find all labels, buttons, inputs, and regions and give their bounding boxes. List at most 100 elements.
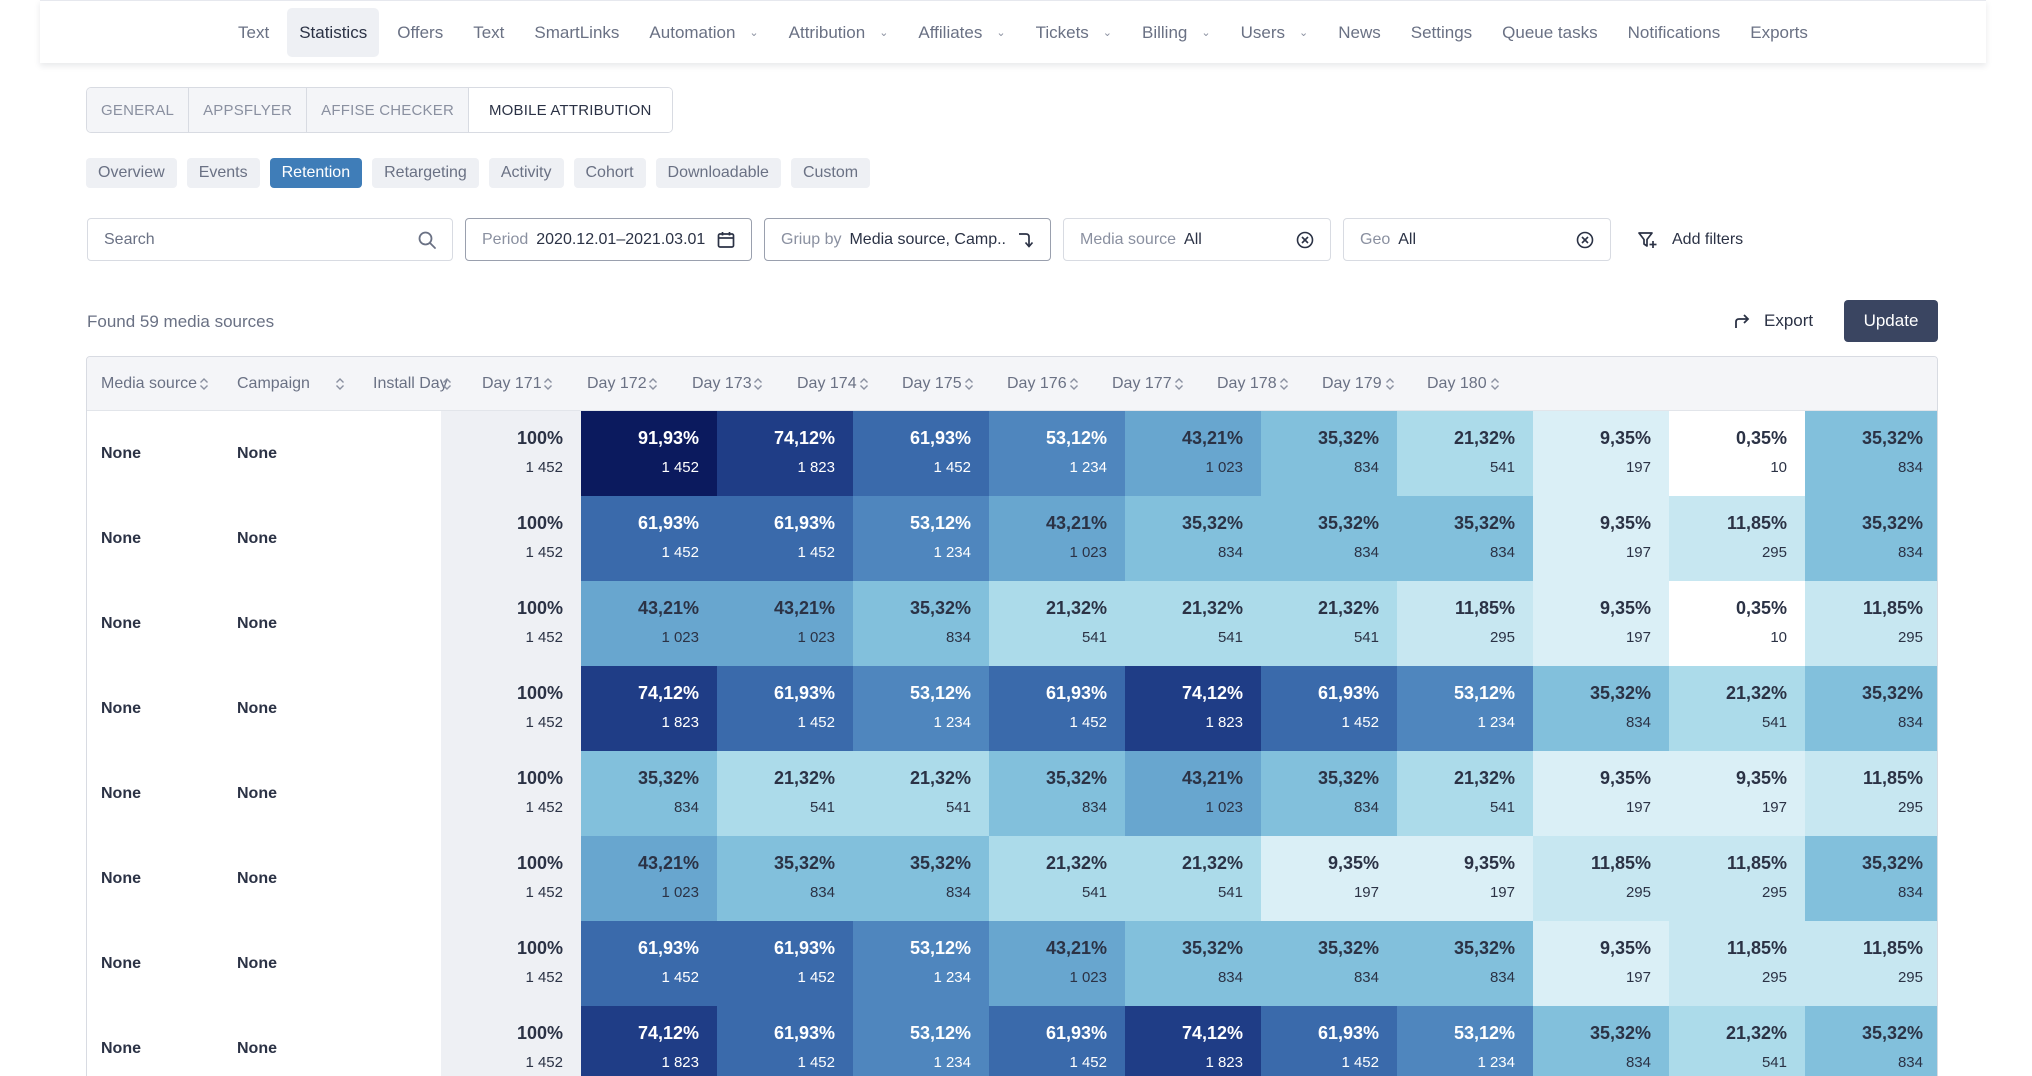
- sort-icon[interactable]: [1174, 377, 1184, 391]
- sort-icon[interactable]: [648, 377, 658, 391]
- update-button[interactable]: Update: [1844, 300, 1938, 342]
- media-source-cell: None: [101, 699, 141, 717]
- media-source-filter[interactable]: Media source All: [1063, 218, 1331, 261]
- clear-icon[interactable]: [1574, 229, 1596, 251]
- report-tab[interactable]: Cohort: [573, 158, 646, 188]
- nav-item[interactable]: Tickets ⌄: [1024, 8, 1124, 57]
- nav-item[interactable]: Notifications: [1616, 8, 1733, 57]
- column-header[interactable]: Day 173: [692, 375, 752, 392]
- section-tab[interactable]: MOBILE ATTRIBUTION: [468, 88, 672, 132]
- retention-percent: 61,93%: [909, 428, 971, 448]
- nav-item[interactable]: News: [1326, 8, 1393, 57]
- search-icon: [418, 231, 436, 249]
- retention-cell: 9,35% 197: [1669, 751, 1805, 836]
- report-tab[interactable]: Retargeting: [372, 158, 479, 188]
- retention-count: 834: [1217, 544, 1243, 561]
- nav-item[interactable]: Statistics: [287, 8, 380, 57]
- column-header[interactable]: Media source: [101, 375, 198, 392]
- column-header[interactable]: Install Day: [373, 375, 448, 392]
- retention-cell: 53,12% 1 234: [1397, 666, 1533, 751]
- column-header[interactable]: Day 174: [797, 375, 857, 392]
- retention-cell: 9,35% 197: [1533, 751, 1669, 836]
- search-input[interactable]: Search: [87, 218, 453, 261]
- nav-item[interactable]: Users ⌄: [1229, 8, 1321, 57]
- sort-icon[interactable]: [1490, 377, 1500, 391]
- sort-icon[interactable]: [543, 377, 553, 391]
- clear-icon[interactable]: [1294, 229, 1316, 251]
- column-header[interactable]: Day 175: [902, 375, 962, 392]
- table-row[interactable]: None None 100% 1 452 74,12% 1 823 61,93% 1 452 5…: [87, 1006, 1937, 1076]
- sort-icon[interactable]: [442, 377, 452, 391]
- retention-cell: 35,32% 834: [1261, 921, 1397, 1006]
- nav-item[interactable]: Text: [461, 8, 516, 57]
- sort-icon[interactable]: [859, 377, 869, 391]
- retention-cell: 43,21% 1 023: [1125, 751, 1261, 836]
- sort-icon[interactable]: [1385, 377, 1395, 391]
- add-filters-button[interactable]: Add filters: [1636, 218, 1743, 261]
- section-tab[interactable]: AFFISE CHECKER: [307, 88, 469, 132]
- period-picker[interactable]: Period 2020.12.01–2021.03.01: [465, 218, 752, 261]
- table-row[interactable]: None None 100% 1 452 61,93% 1 452 61,93% 1 452 5…: [87, 921, 1937, 1006]
- report-tab[interactable]: Retention: [269, 158, 363, 188]
- nav-item[interactable]: Settings: [1399, 8, 1484, 57]
- retention-cell: 9,35% 197: [1261, 836, 1397, 921]
- retention-count: 1 023: [1069, 969, 1107, 986]
- table-row[interactable]: None None 100% 1 452 61,93% 1 452 61,93% 1 452 5…: [87, 496, 1937, 581]
- table-row[interactable]: None None 100% 1 452 91,93% 1 452 74,12% 1 823 6…: [87, 411, 1937, 496]
- sort-icon[interactable]: [964, 377, 974, 391]
- geo-label: Geo: [1360, 230, 1391, 248]
- table-row[interactable]: None None 100% 1 452 74,12% 1 823 61,93% 1 452 5…: [87, 666, 1937, 751]
- period-label: Period: [482, 230, 529, 248]
- report-tab[interactable]: Activity: [488, 158, 564, 188]
- export-button[interactable]: Export: [1732, 300, 1813, 342]
- sort-icon[interactable]: [753, 377, 763, 391]
- column-header[interactable]: Day 172: [587, 375, 647, 392]
- column-header[interactable]: Campaign: [237, 375, 310, 392]
- report-tab[interactable]: Downloadable: [655, 158, 781, 188]
- report-tab[interactable]: Custom: [790, 158, 871, 188]
- nav-item[interactable]: Text: [226, 8, 281, 57]
- sort-icon[interactable]: [199, 377, 209, 391]
- column-header[interactable]: Day 176: [1007, 375, 1067, 392]
- retention-percent: 21,32%: [773, 768, 835, 788]
- retention-cell: 11,85% 295: [1805, 751, 1937, 836]
- report-tab[interactable]: Events: [186, 158, 260, 188]
- geo-filter[interactable]: Geo All: [1343, 218, 1611, 261]
- nav-item[interactable]: SmartLinks: [522, 8, 631, 57]
- nav-item[interactable]: Billing ⌄: [1130, 8, 1223, 57]
- column-header[interactable]: Day 177: [1112, 375, 1172, 392]
- table-row[interactable]: None None 100% 1 452 35,32% 834 21,32% 541 21,32…: [87, 751, 1937, 836]
- retention-percent: 43,21%: [637, 853, 699, 873]
- retention-count: 10: [1770, 629, 1787, 646]
- sort-icon[interactable]: [1069, 377, 1079, 391]
- retention-count: 541: [809, 799, 835, 816]
- table-row[interactable]: None None 100% 1 452 43,21% 1 023 35,32% 834 35,…: [87, 836, 1937, 921]
- retention-percent: 35,32%: [909, 598, 971, 618]
- section-tab[interactable]: APPSFLYER: [189, 88, 308, 132]
- section-tab[interactable]: GENERAL: [87, 88, 190, 132]
- retention-percent: 11,85%: [1590, 853, 1651, 873]
- report-tab[interactable]: Overview: [86, 158, 177, 188]
- retention-percent: 61,93%: [1045, 1023, 1107, 1043]
- column-header[interactable]: Day 178: [1217, 375, 1277, 392]
- nav-item[interactable]: Offers: [385, 8, 455, 57]
- retention-percent: 35,32%: [1861, 853, 1923, 873]
- nav-item[interactable]: Automation ⌄: [637, 8, 770, 57]
- column-header[interactable]: Day 180: [1427, 375, 1487, 392]
- retention-cell: 43,21% 1 023: [717, 581, 853, 666]
- nav-item[interactable]: Queue tasks: [1490, 8, 1609, 57]
- retention-count: 541: [1761, 1054, 1787, 1071]
- group-by-select[interactable]: Griup by Media source, Camp..: [764, 218, 1051, 261]
- retention-count: 295: [1489, 629, 1515, 646]
- nav-item-label: Attribution: [788, 22, 866, 42]
- column-header[interactable]: Day 171: [482, 375, 542, 392]
- add-filters-label: Add filters: [1672, 230, 1744, 248]
- table-row[interactable]: None None 100% 1 452 43,21% 1 023 43,21% 1 023 3…: [87, 581, 1937, 666]
- column-header[interactable]: Day 179: [1322, 375, 1382, 392]
- nav-item[interactable]: Attribution ⌄: [777, 8, 901, 57]
- nav-item[interactable]: Affiliates ⌄: [906, 8, 1017, 57]
- retention-percent: 9,35%: [1327, 853, 1379, 873]
- nav-item[interactable]: Exports: [1738, 8, 1820, 57]
- sort-icon[interactable]: [1279, 377, 1289, 391]
- sort-icon[interactable]: [335, 377, 345, 391]
